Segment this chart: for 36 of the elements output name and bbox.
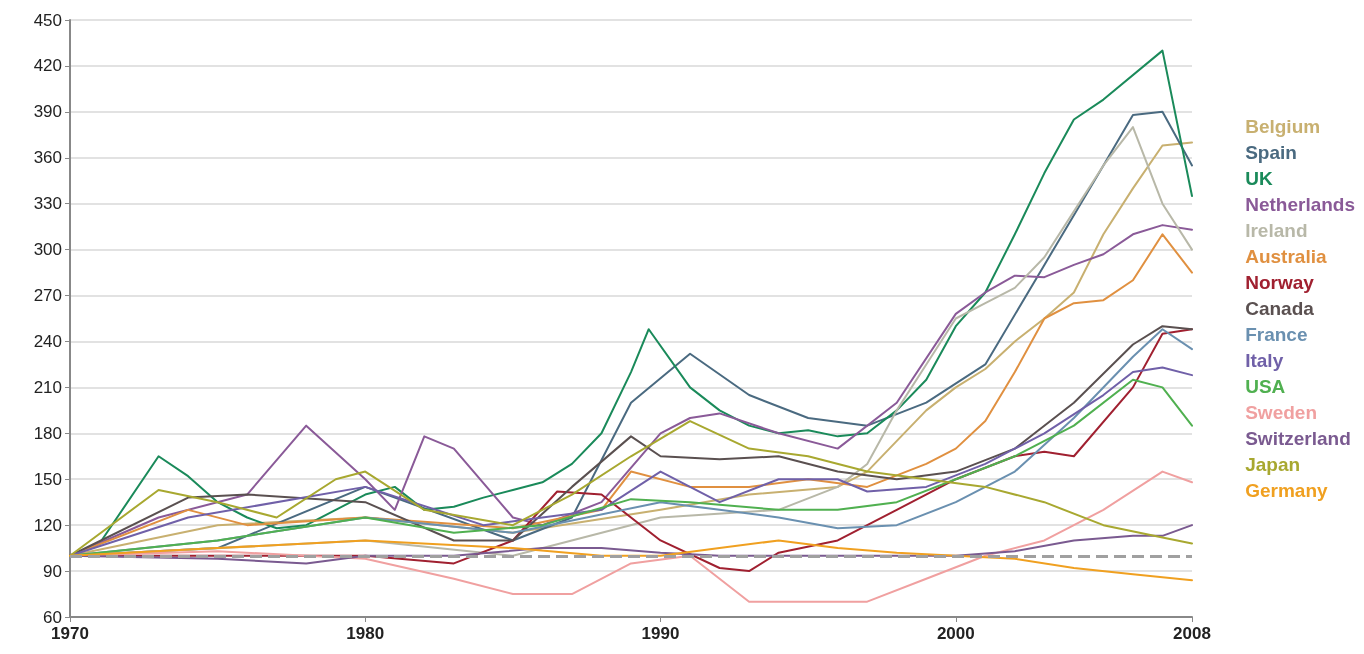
- text: Switzerland: [1245, 428, 1351, 449]
- y-tick-label: 120: [33, 515, 62, 535]
- x-tick-label: 2008: [1173, 624, 1211, 643]
- text: Belgium: [1245, 116, 1321, 137]
- y-tick-label: 150: [33, 469, 62, 489]
- text: Canada: [1245, 298, 1315, 319]
- x-tick-label: 1970: [51, 624, 89, 643]
- x-tick-label: 1990: [641, 624, 680, 643]
- y-tick-label: 210: [33, 377, 62, 397]
- y-tick-label: 420: [33, 56, 62, 76]
- y-tick-label: 300: [33, 240, 62, 260]
- text: France: [1245, 324, 1308, 345]
- text: Germany: [1245, 480, 1328, 501]
- y-tick-label: 180: [33, 423, 62, 443]
- y-tick-label: 240: [33, 331, 62, 351]
- text: USA: [1245, 376, 1286, 397]
- text: Spain: [1245, 142, 1297, 163]
- y-tick-label: 90: [43, 561, 62, 581]
- line-series: [69, 420, 1193, 557]
- y-tick-label: 390: [33, 102, 62, 122]
- text: Netherlands: [1245, 194, 1356, 215]
- text: Norway: [1245, 272, 1315, 293]
- line-series: [69, 539, 1193, 582]
- text: Sweden: [1245, 402, 1318, 423]
- text: Australia: [1245, 246, 1327, 267]
- text: Ireland: [1245, 220, 1308, 241]
- text: UK: [1245, 168, 1273, 189]
- y-tick-label: 450: [33, 10, 62, 30]
- x-tick-label: 2000: [936, 624, 975, 643]
- y-tick-label: 330: [33, 194, 62, 214]
- y-tick-label: 60: [43, 607, 62, 627]
- text: Italy: [1245, 350, 1284, 371]
- x-tick-label: 1980: [346, 624, 385, 643]
- y-tick-label: 270: [33, 286, 62, 306]
- y-tick-label: 360: [33, 148, 62, 168]
- text: Japan: [1245, 454, 1301, 475]
